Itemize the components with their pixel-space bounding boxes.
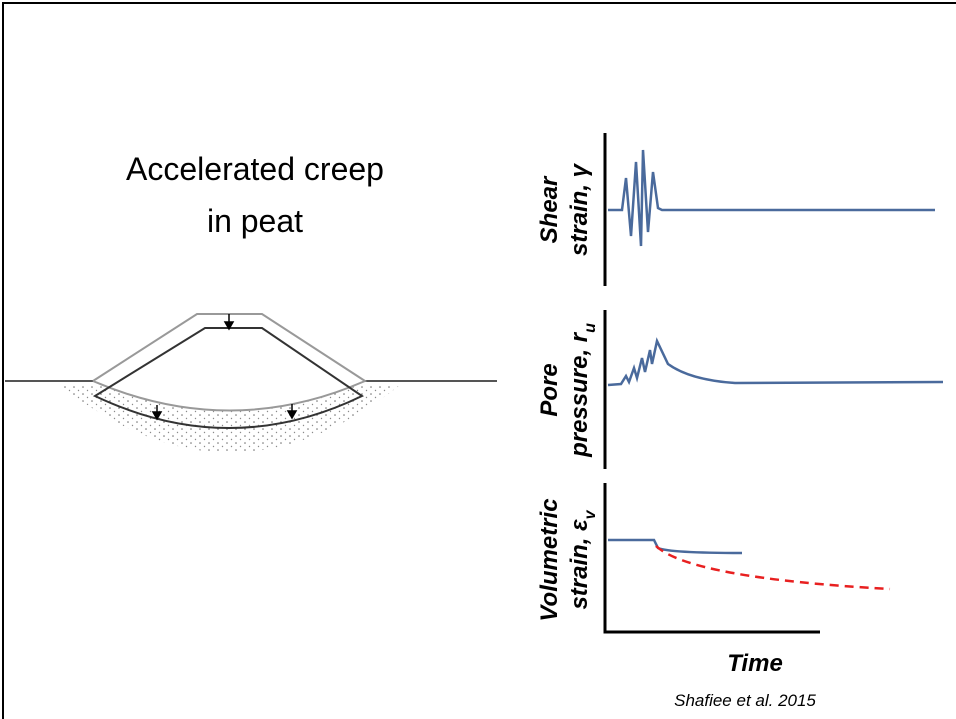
y-label-text: pressure, r [566,331,593,458]
title-line: in peat [207,203,303,239]
y-label: strain, εv [566,509,599,609]
panel-shear: Shear strain, γ [536,133,935,286]
curve [607,337,944,387]
peat-zone [60,385,400,453]
y-label-sub: v [582,509,599,519]
panel-pore: Pore pressure, ru [536,310,944,469]
settlement-arrows [151,314,298,421]
panel-volumetric: Volumetric strain, εv [536,483,891,634]
axis [603,483,820,634]
title-line: Accelerated creep [126,151,384,187]
y-label: Pore [536,363,563,416]
curve [608,538,743,555]
y-label: Shear [536,175,563,243]
y-label: strain, γ [566,162,593,256]
x-label: Time [727,650,783,677]
citation: Shafiee et al. 2015 [674,691,816,710]
curve [608,149,935,247]
embankment-diagram [5,313,497,453]
settled-embankment [92,327,364,429]
y-label: Volumetric [536,498,563,621]
original-embankment [92,313,368,412]
y-label-sub: u [582,323,599,333]
y-label: pressure, ru [566,323,599,458]
accelerated-creep-curve [655,545,891,591]
y-label-text: strain, ε [566,519,593,610]
